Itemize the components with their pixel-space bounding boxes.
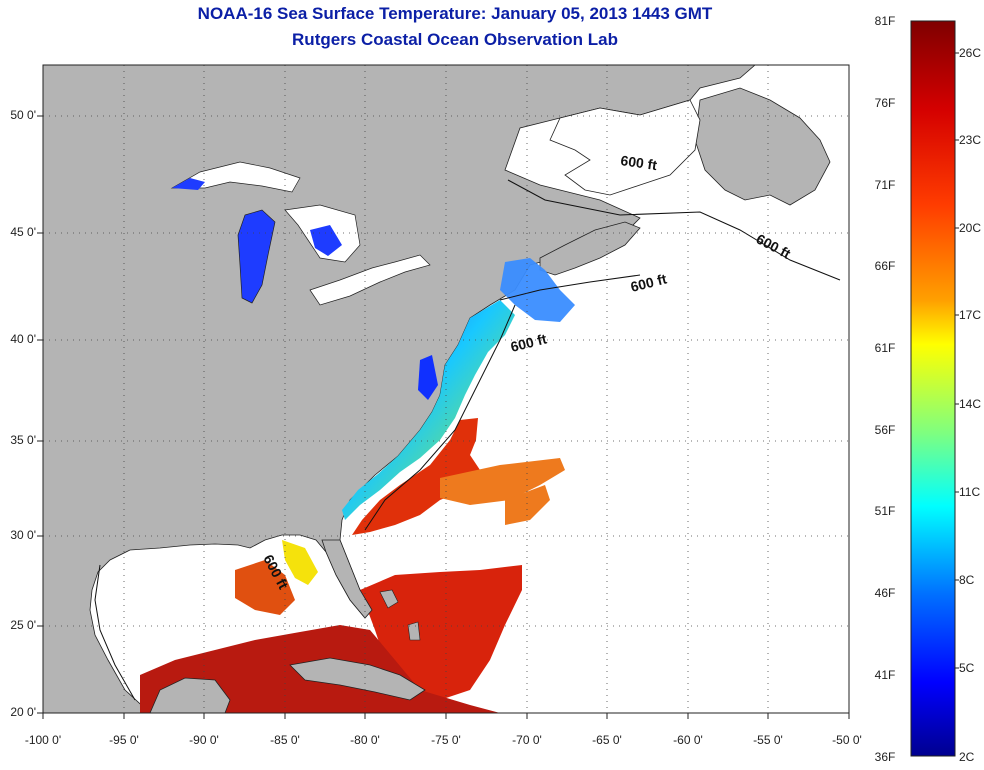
y-tick-label: 35 0': [10, 433, 36, 447]
y-tick-label: 45 0': [10, 225, 36, 239]
x-tick-label: -50 0': [832, 733, 862, 747]
y-tick-label: 20 0': [10, 705, 36, 719]
y-tick-label: 30 0': [10, 528, 36, 542]
map-title: NOAA-16 Sea Surface Temperature: January…: [197, 4, 713, 23]
x-tick-label: -90 0': [189, 733, 219, 747]
land-cuba: [289, 657, 426, 701]
colorbar-f-label: 76F: [874, 96, 896, 110]
isobath-600ft: [94, 179, 841, 701]
colorbar-c-label: 2C: [959, 750, 975, 764]
y-tick-label: 40 0': [10, 332, 36, 346]
sst-gulf-of-maine: [500, 258, 575, 322]
x-tick-label: -65 0': [592, 733, 622, 747]
x-tick-label: -80 0': [350, 733, 380, 747]
colorbar-f-label: 81F: [874, 14, 896, 28]
colorbar-f-label: 71F: [874, 178, 896, 192]
sst-gulf-stream: [352, 418, 480, 535]
land-maritimes: [539, 221, 641, 276]
colorbar-f-label: 61F: [874, 341, 896, 355]
lake-superior-sst: [172, 178, 205, 190]
colorbar-f-label: 51F: [874, 504, 896, 518]
sst-gulf-east: [235, 560, 295, 615]
sst-subtropical-atlantic: [360, 565, 522, 700]
colorbar-ticks: [955, 52, 959, 669]
sst-warm-filament-2: [505, 485, 550, 525]
gulf-st-lawrence: [549, 99, 701, 196]
x-tick-label: -95 0': [109, 733, 139, 747]
graticule: [43, 65, 849, 713]
contour-label-1: 600 ft: [620, 152, 659, 173]
colorbar-f-label: 56F: [874, 423, 896, 437]
x-tick-label: -55 0': [753, 733, 783, 747]
axis-ticks: [37, 115, 850, 719]
x-tick-label: -85 0': [270, 733, 300, 747]
colorbar: [910, 20, 956, 757]
land-newfoundland: [694, 87, 831, 206]
colorbar-c-label: 8C: [959, 573, 975, 587]
lake-superior: [170, 161, 301, 193]
lake-huron-sst: [310, 225, 342, 256]
sst-warm-filament: [440, 458, 565, 505]
colorbar-c-label: 14C: [959, 397, 982, 411]
colorbar-f-label: 46F: [874, 586, 896, 600]
sst-midatlantic-coastal: [342, 300, 515, 520]
colorbar-c-label: 11C: [959, 485, 981, 499]
land-bahamas: [379, 589, 421, 641]
colorbar-c-label: 17C: [959, 308, 982, 322]
colorbar-c-label: 23C: [959, 133, 982, 147]
land-north-america: [43, 65, 756, 713]
y-tick-label: 25 0': [10, 618, 36, 632]
land-florida: [321, 539, 373, 619]
colorbar-c-label: 26C: [959, 46, 982, 60]
sst-west-florida-shelf: [282, 540, 318, 585]
sst-chesapeake: [418, 355, 438, 400]
colorbar-f-label: 41F: [874, 668, 896, 682]
colorbar-f-label: 36F: [874, 750, 896, 764]
y-tick-label: 50 0': [10, 108, 36, 122]
colorbar-f-label: 66F: [874, 259, 896, 273]
map-subtitle: Rutgers Coastal Ocean Observation Lab: [292, 30, 618, 49]
x-tick-label: -70 0': [512, 733, 542, 747]
x-tick-label: -60 0': [673, 733, 703, 747]
colorbar-c-label: 20C: [959, 221, 982, 235]
x-tick-label: -100 0': [24, 733, 62, 747]
x-tick-label: -75 0': [431, 733, 461, 747]
colorbar-c-label: 5C: [959, 661, 975, 675]
lake-erie-ontario: [309, 254, 431, 306]
land-yucatan: [149, 677, 231, 713]
